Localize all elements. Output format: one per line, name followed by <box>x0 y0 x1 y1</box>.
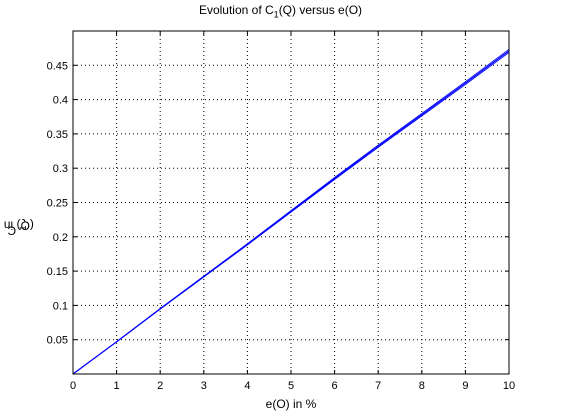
x-tick-label: 9 <box>462 380 468 392</box>
x-tick-label: 5 <box>288 380 294 392</box>
axes-background <box>73 31 509 374</box>
x-tick-label: 8 <box>419 380 425 392</box>
y-tick-label: 0.05 <box>47 335 68 347</box>
axes-box <box>72 30 510 375</box>
y-tick-label: 0.2 <box>53 232 68 244</box>
grid-lines <box>73 31 509 374</box>
series-group <box>72 48 510 375</box>
x-tick-labels: 0 1 2 3 4 5 6 7 8 9 10 <box>70 380 515 392</box>
y-tick-label: 0.1 <box>53 300 68 312</box>
x-tick-label: 4 <box>244 380 250 392</box>
y-tick-label: 0.15 <box>47 266 68 278</box>
y-tick-labels: 0.05 0.1 0.15 0.2 0.25 0.3 0.35 0.4 0.45 <box>47 60 68 346</box>
y-tick-label: 0.4 <box>53 95 68 107</box>
x-tick-label: 7 <box>375 380 381 392</box>
chart-title: Evolution of C1(Q) versus e(O) <box>198 3 363 20</box>
tick-marks <box>72 31 510 374</box>
x-axis-label: e(O) in % <box>265 397 317 411</box>
x-tick-label: 0 <box>70 380 76 392</box>
series-line-trace <box>72 48 510 375</box>
y-tick-label: 0.35 <box>47 129 68 141</box>
x-tick-label: 3 <box>201 380 207 392</box>
x-tick-label: 10 <box>503 380 515 392</box>
y-tick-label: 0.45 <box>47 60 68 72</box>
series-line-trace <box>72 52 510 375</box>
y-tick-label: 0.25 <box>47 198 68 210</box>
x-tick-label: 2 <box>157 380 163 392</box>
x-tick-label: 1 <box>114 380 120 392</box>
y-tick-label: 0.3 <box>53 163 68 175</box>
x-tick-label: 6 <box>332 380 338 392</box>
